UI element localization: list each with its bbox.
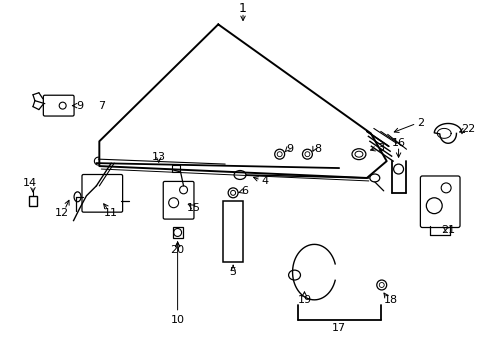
Text: 1: 1 — [239, 2, 246, 15]
Bar — [172, 226, 182, 238]
Text: 9: 9 — [285, 144, 292, 154]
Text: 11: 11 — [104, 208, 118, 218]
Text: 8: 8 — [313, 144, 320, 154]
Text: 20: 20 — [170, 245, 184, 255]
Text: 15: 15 — [186, 203, 200, 213]
Text: 9: 9 — [76, 101, 83, 111]
Text: 22: 22 — [460, 125, 474, 134]
Text: 4: 4 — [261, 176, 268, 186]
Text: 2: 2 — [416, 118, 423, 129]
Text: 14: 14 — [23, 178, 37, 188]
Bar — [171, 165, 179, 172]
Text: 19: 19 — [297, 295, 311, 305]
Bar — [223, 201, 243, 262]
Bar — [29, 196, 37, 206]
Text: 21: 21 — [440, 225, 454, 235]
Text: 10: 10 — [170, 315, 184, 325]
Text: 3: 3 — [376, 143, 384, 153]
Text: 13: 13 — [151, 152, 165, 162]
Text: 17: 17 — [331, 323, 346, 333]
Text: 6: 6 — [241, 186, 248, 196]
Text: 7: 7 — [98, 101, 104, 111]
Text: 18: 18 — [383, 295, 397, 305]
Text: 16: 16 — [391, 138, 405, 148]
Text: 5: 5 — [229, 267, 236, 277]
Text: 12: 12 — [55, 208, 69, 218]
